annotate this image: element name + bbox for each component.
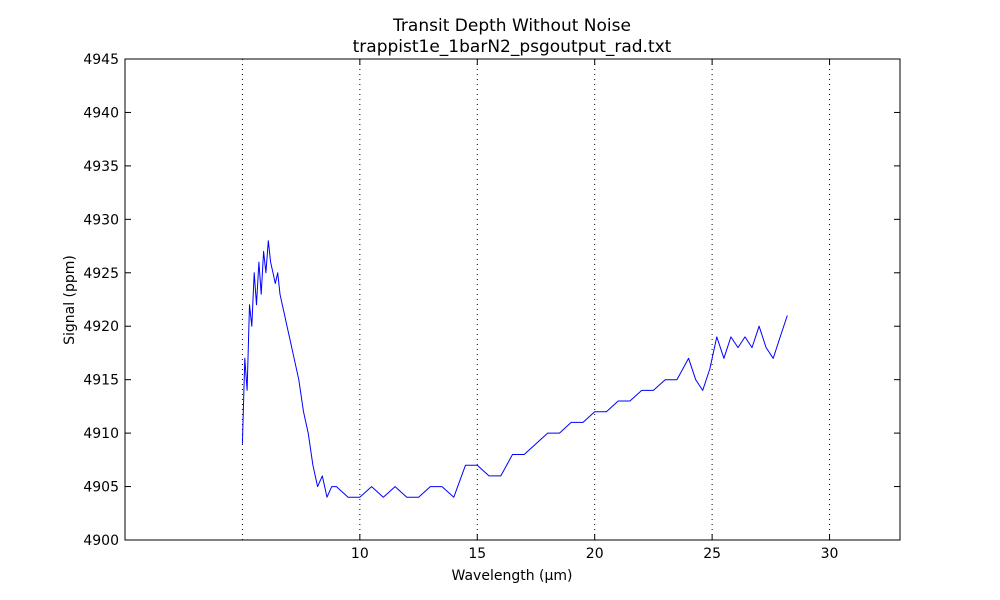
y-axis-label: Signal (ppm) xyxy=(62,255,78,345)
y-tick-label-8: 4940 xyxy=(83,105,119,121)
chart-subtitle: trappist1e_1barN2_psgoutput_rad.txt xyxy=(353,37,672,57)
chart-title: Transit Depth Without Noise xyxy=(392,16,631,36)
y-tick-label-9: 4945 xyxy=(83,52,119,68)
y-tick-label-3: 4915 xyxy=(83,373,119,389)
y-tick-label-6: 4930 xyxy=(83,212,119,228)
x-axis-label: Wavelength (μm) xyxy=(452,568,573,584)
x-tick-label-1: 15 xyxy=(468,546,486,562)
y-tick-label-2: 4910 xyxy=(83,426,119,442)
x-tick-label-0: 10 xyxy=(351,546,369,562)
y-tick-label-7: 4935 xyxy=(83,159,119,175)
tick-marks xyxy=(125,58,900,541)
y-tick-label-5: 4925 xyxy=(83,266,119,282)
x-tick-label-4: 30 xyxy=(821,546,839,562)
y-tick-label-0: 4900 xyxy=(83,533,119,549)
y-tick-label-1: 4905 xyxy=(83,480,119,496)
x-tick-label-3: 25 xyxy=(703,546,721,562)
plot-frame xyxy=(124,58,901,541)
grid-lines xyxy=(241,59,831,540)
x-tick-label-2: 20 xyxy=(586,546,604,562)
tick-labels: 10 15 20 25 30 4900 4905 4910 4915 4920 4925 4930 49… xyxy=(83,52,838,562)
series-layer xyxy=(241,240,788,498)
y-tick-label-4: 4920 xyxy=(83,319,119,335)
series-line-0 xyxy=(241,240,788,498)
